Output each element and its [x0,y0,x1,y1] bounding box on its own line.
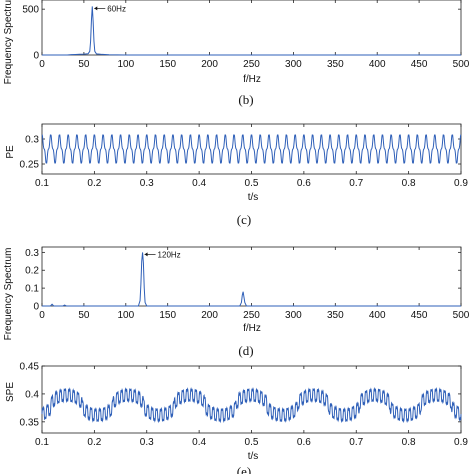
panel-e-ytitle-group: SPE [5,382,16,402]
panel-d-xtick-label: 100 [117,310,134,321]
panel-d-xtick-label: 350 [327,310,344,321]
panel-c-xtick-label: 0.7 [349,178,363,189]
panel-b-ytick-label: 500 [22,5,39,16]
panel-d-ytitle-group: Frequency Spectrum [3,248,14,341]
panel-e: SPE 0.1 0.2 0.3 0.4 0.5 0.6 0.7 0.8 0.90.350.40.… [5,362,468,474]
panel-c-xlabel: t/s [248,192,259,203]
panel-c-ylabel: PE [5,145,16,159]
panel-e-xtick-label: 0.4 [192,437,206,448]
panel-c-plot: 0.1 0.2 0.3 0.4 0.5 0.6 0.7 0.8 0.9 0.25 0.3 [20,123,468,189]
panel-d-xtick-label: 450 [411,310,428,321]
panel-c-xtick-label: 0.2 [87,178,101,189]
panel-e-xtick-label: 0.5 [245,437,259,448]
panel-b-xtick-label: 450 [411,59,428,70]
panel-d-series-line [42,252,461,307]
panel-b-ylabel: Frequency Spectrum [3,0,14,84]
panel-b-xtick-label: 0 [39,59,45,70]
panel-d-annotation-arrowhead [144,252,148,257]
panel-c-xtick-label: 0.4 [192,178,206,189]
panel-c-xtick-label: 0.5 [245,178,259,189]
panel-d-xtick-label: 300 [285,310,302,321]
panel-b-xtick-label: 300 [285,59,302,70]
panel-b-plot: 0 50 100 150 200 250 300 350 400 450 500 0 500 60Hz [22,0,470,70]
panel-b: Frequency Spectrum 0 50 100 150 200 250 300 350… [3,0,470,107]
panel-e-ytick-label: 0.45 [20,362,40,373]
panel-e-xtick-label: 0.9 [454,437,468,448]
panel-e-xtick-label: 0.2 [87,437,101,448]
panel-d-xtick-label: 0 [39,310,45,321]
panel-b-xtick-label: 50 [78,59,90,70]
panel-d-xtick-label: 250 [243,310,260,321]
panel-b-xtick-label: 250 [243,59,260,70]
panel-d-plot: 0 50 100 150 200 250 300 350 400 450 500 0 0.1 0.2 0.3… [25,246,470,321]
panel-b-xtick-label: 200 [201,59,218,70]
panel-e-caption: (e) [237,464,251,474]
panel-c-ytick-label: 0.25 [20,160,40,171]
panel-c: PE 0.1 0.2 0.3 0.4 0.5 0.6 0.7 0.8 0.9 0.25 0.3 t/… [5,123,468,227]
panel-e-ytick-label: 0.4 [25,389,39,400]
panel-e-xtick-label: 0.8 [402,437,416,448]
panel-b-xtick-label: 500 [453,59,470,70]
panel-d-annotation-label: 120Hz [158,250,181,259]
panel-c-ytick-label: 0.3 [25,135,39,146]
panel-b-xtick-label: 100 [117,59,134,70]
panel-b-xtick-label: 400 [369,59,386,70]
panel-e-xtick-label: 0.3 [140,437,154,448]
panel-b-xtick-label: 350 [327,59,344,70]
panel-d-ytick-label: 0.1 [25,284,39,295]
panel-b-series-line [42,6,461,56]
panel-c-xtick-label: 0.1 [35,178,49,189]
panel-b-ytick-label: 0 [33,51,39,62]
panel-c-xtick-label: 0.6 [297,178,311,189]
panel-b-xlabel: f/Hz [243,74,261,85]
panel-c-caption: (c) [237,212,251,227]
panel-c-xtick-label: 0.8 [402,178,416,189]
panel-d-axes-frame [41,246,462,307]
panel-e-ylabel: SPE [5,382,16,402]
panel-b-xtick-label: 150 [159,59,176,70]
panel-d-xtick-label: 200 [201,310,218,321]
panel-e-xtick-label: 0.1 [35,437,49,448]
panel-e-ytick-label: 0.35 [20,417,40,428]
panel-b-annotation-arrowhead [94,6,98,11]
panel-d-ytick-label: 0.3 [25,248,39,259]
panel-d-xtick-label: 50 [78,310,90,321]
panel-b-annotation-label: 60Hz [107,4,126,13]
panel-d-ylabel: Frequency Spectrum [3,248,14,341]
panel-e-xtick-label: 0.6 [297,437,311,448]
panel-e-xtick-label: 0.7 [349,437,363,448]
panel-d: Frequency Spectrum 0 50 100 150 200 250 300 350… [3,246,470,358]
panel-d-ytick-label: 0.2 [25,266,39,277]
panel-c-ytitle-group: PE [5,145,16,159]
panel-b-ytitle-group: Frequency Spectrum [3,0,14,84]
panel-d-caption: (d) [238,343,253,358]
panel-b-caption: (b) [238,92,253,107]
panel-e-plot: 0.1 0.2 0.3 0.4 0.5 0.6 0.7 0.8 0.9 0.35 0.4 0.45 [20,362,469,449]
panel-d-xtick-label: 150 [159,310,176,321]
panel-c-xtick-label: 0.9 [454,178,468,189]
panel-d-xtick-label: 500 [453,310,470,321]
panel-d-ytick-label: 0 [33,302,39,313]
panel-c-series-line [41,134,462,164]
panel-c-xtick-label: 0.3 [140,178,154,189]
panel-d-xtick-label: 400 [369,310,386,321]
panel-d-xlabel: f/Hz [243,323,261,334]
panel-e-series-line [41,386,462,424]
panel-e-xlabel: t/s [248,451,259,462]
